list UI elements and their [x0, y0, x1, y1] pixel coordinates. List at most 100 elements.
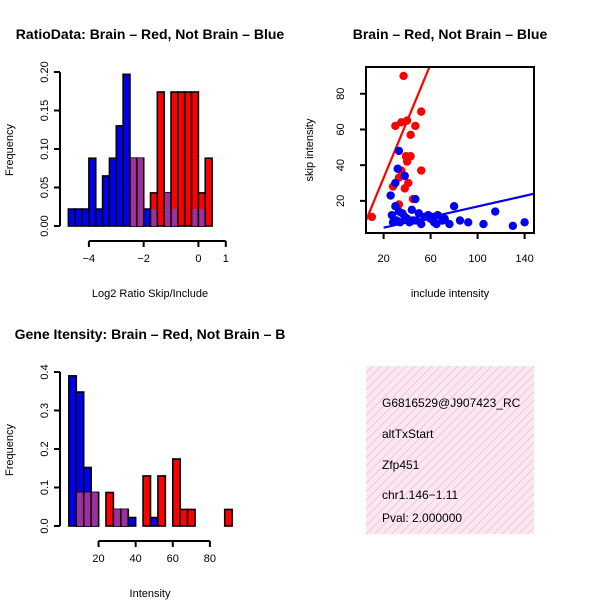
- ratio-histogram-title: RatioData: Brain – Red, Not Brain – Blue: [16, 26, 285, 42]
- scatter-point-blue-24: [508, 221, 518, 231]
- ratio-hist-y-tick-label-0: 0.00: [39, 215, 51, 236]
- scatter-fit-line-red: [366, 67, 431, 221]
- ratio-hist-x-tick-label-1: −2: [137, 253, 150, 265]
- scatter-point-blue-23: [491, 207, 500, 216]
- scatter-point-blue-30: [417, 219, 426, 229]
- scatter-point-blue-19: [449, 202, 459, 211]
- ratio-hist-bar-blue-0: [67, 208, 77, 227]
- scatter-point-red-9: [402, 157, 412, 166]
- ratio-histogram-ylabel: Frequency: [4, 124, 16, 176]
- scatter-point-blue-4: [386, 191, 395, 200]
- gene-name-text: Zfp451: [382, 458, 420, 472]
- ratio-hist-bar-red-16: [177, 91, 186, 227]
- ratio-hist-y-tick-label-2: 0.10: [39, 138, 51, 159]
- ratio-hist-bar-blue-4: [94, 208, 104, 227]
- gene-hist-x-tick-label-0: 20: [92, 553, 104, 565]
- gene-hist-y-tick-label-0: 0.0: [39, 518, 51, 533]
- scatter-point-blue-3: [391, 178, 400, 188]
- ratio-hist-y-tick-label-3: 0.15: [39, 100, 51, 121]
- ratio-hist-bar-blue-7: [115, 125, 124, 227]
- gene-hist-bar-blue-11: [149, 516, 159, 527]
- ratio-hist-bar-red-15: [170, 91, 179, 227]
- scatter-y-tick-label-3: 80: [335, 88, 347, 100]
- ratio-histogram-axes: −4 −2 0 1 0.00 0.05 0.10 0.15 0.20: [39, 61, 229, 265]
- intensity-scatter-title: Brain – Red, Not Brain – Blue: [353, 26, 548, 42]
- gene-hist-y-tick-label-2: 0.2: [39, 441, 51, 456]
- ratio-hist-bar-blue-8: [122, 73, 131, 227]
- gene-intensity-histogram-xlabel: Intensity: [130, 588, 171, 600]
- scatter-point-red-4: [402, 116, 412, 125]
- probe-id-text: G6816529@J907423_RC: [382, 396, 521, 410]
- ratio-range-text: chr1.146−1.11: [382, 488, 458, 502]
- scatter-y-tick-label-1: 40: [335, 159, 347, 171]
- info-panel: G6816529@J907423_RC altTxStart Zfp451 ch…: [366, 366, 534, 534]
- ratio-hist-bar-blue-6: [108, 157, 118, 227]
- gene-hist-bar-blue-0: [68, 375, 78, 527]
- gene-hist-y-tick-label-1: 0.1: [39, 480, 51, 495]
- scatter-point-blue-11: [411, 194, 420, 204]
- gene-hist-bar-overlap-2: [84, 492, 91, 527]
- scatter-plot-box: [365, 66, 535, 234]
- scatter-point-red-5: [411, 121, 420, 131]
- gene-hist-bar-red-21: [223, 508, 233, 527]
- gene-hist-x-tick-label-3: 80: [204, 553, 216, 565]
- scatter-point-blue-21: [464, 218, 473, 227]
- scatter-point-blue-25: [520, 218, 529, 227]
- scatter-point-red-0: [399, 71, 408, 81]
- gene-hist-bar-red-14: [171, 458, 181, 527]
- scatter-x-tick-label-0: 20: [377, 253, 389, 265]
- gene-intensity-histogram-title: Gene Itensity: Brain – Red, Not Brain – …: [15, 326, 286, 342]
- scatter-points: [367, 71, 529, 231]
- gene-hist-x-tick-label-2: 60: [167, 553, 179, 565]
- ratio-hist-bar-blue-2: [81, 208, 90, 227]
- ratio-hist-y-tick-label-1: 0.05: [39, 177, 51, 198]
- ratio-hist-bar-blue-5: [101, 175, 111, 227]
- intensity-scatter-panel: Brain – Red, Not Brain – Blue 20 60 100 140…: [304, 26, 547, 300]
- gene-intensity-histogram-ylabel: Frequency: [4, 424, 16, 476]
- ratio-hist-y-tick-label-4: 0.20: [39, 61, 51, 82]
- ratio-histogram-bars: [67, 73, 213, 227]
- scatter-point-blue-33: [433, 210, 442, 220]
- gene-hist-bar-red-5: [105, 491, 115, 527]
- scatter-point-red-14: [400, 184, 409, 193]
- scatter-point-red-18: [367, 212, 377, 222]
- scatter-point-blue-37: [392, 216, 401, 225]
- gene-hist-bar-red-12: [157, 475, 167, 527]
- gene-hist-bar-red-15: [179, 508, 189, 527]
- scatter-point-blue-35: [408, 216, 418, 225]
- ratio-hist-bar-overlap-15: [171, 208, 178, 227]
- gene-hist-bar-overlap-1: [76, 492, 84, 527]
- ratio-histogram-xlabel: Log2 Ratio Skip/Include: [92, 288, 208, 300]
- ratio-hist-x-tick-label-0: −4: [83, 253, 96, 265]
- scatter-x-tick-label-3: 140: [515, 253, 533, 265]
- gene-intensity-histogram-axes: 20 40 60 80 0.0 0.1 0.2 0.3 0.4: [39, 364, 216, 565]
- scatter-point-blue-0: [394, 146, 404, 156]
- gene-intensity-histogram-bars: [68, 375, 233, 527]
- ratio-hist-bar-overlap-10: [137, 157, 143, 227]
- scatter-y-tick-label-0: 20: [335, 195, 347, 207]
- pval-text: Pval: 2.000000: [382, 511, 462, 525]
- scatter-point-blue-2: [400, 171, 409, 181]
- gene-intensity-histogram-panel: Gene Itensity: Brain – Red, Not Brain – …: [4, 326, 285, 600]
- ratio-hist-bar-overlap-19: [199, 208, 205, 227]
- ratio-hist-bar-overlap-14: [164, 192, 171, 227]
- gene-hist-bar-red-10: [142, 475, 152, 527]
- scatter-point-red-11: [417, 166, 426, 175]
- scatter-xlabel: include intensity: [411, 288, 490, 300]
- ratio-hist-x-tick-label-2: 0: [195, 253, 201, 265]
- ratio-hist-bar-overlap-9: [130, 157, 137, 227]
- ratio-hist-bar-blue-11: [142, 208, 152, 227]
- ratio-hist-bar-blue-3: [88, 157, 97, 227]
- scatter-x-tick-label-1: 60: [424, 253, 436, 265]
- ratio-hist-bar-red-20: [204, 157, 213, 227]
- ratio-hist-bar-overlap-12: [151, 208, 157, 227]
- scatter-point-blue-22: [479, 219, 488, 229]
- scatter-fit-lines: [366, 67, 534, 229]
- info-panel-background: [366, 366, 534, 534]
- ratio-hist-bar-red-17: [183, 91, 193, 227]
- scatter-point-red-6: [406, 130, 415, 140]
- ratio-hist-bar-red-13: [156, 91, 165, 227]
- scatter-point-blue-10: [407, 205, 417, 214]
- gene-hist-bar-red-16: [186, 508, 196, 527]
- scatter-point-blue-20: [455, 216, 465, 225]
